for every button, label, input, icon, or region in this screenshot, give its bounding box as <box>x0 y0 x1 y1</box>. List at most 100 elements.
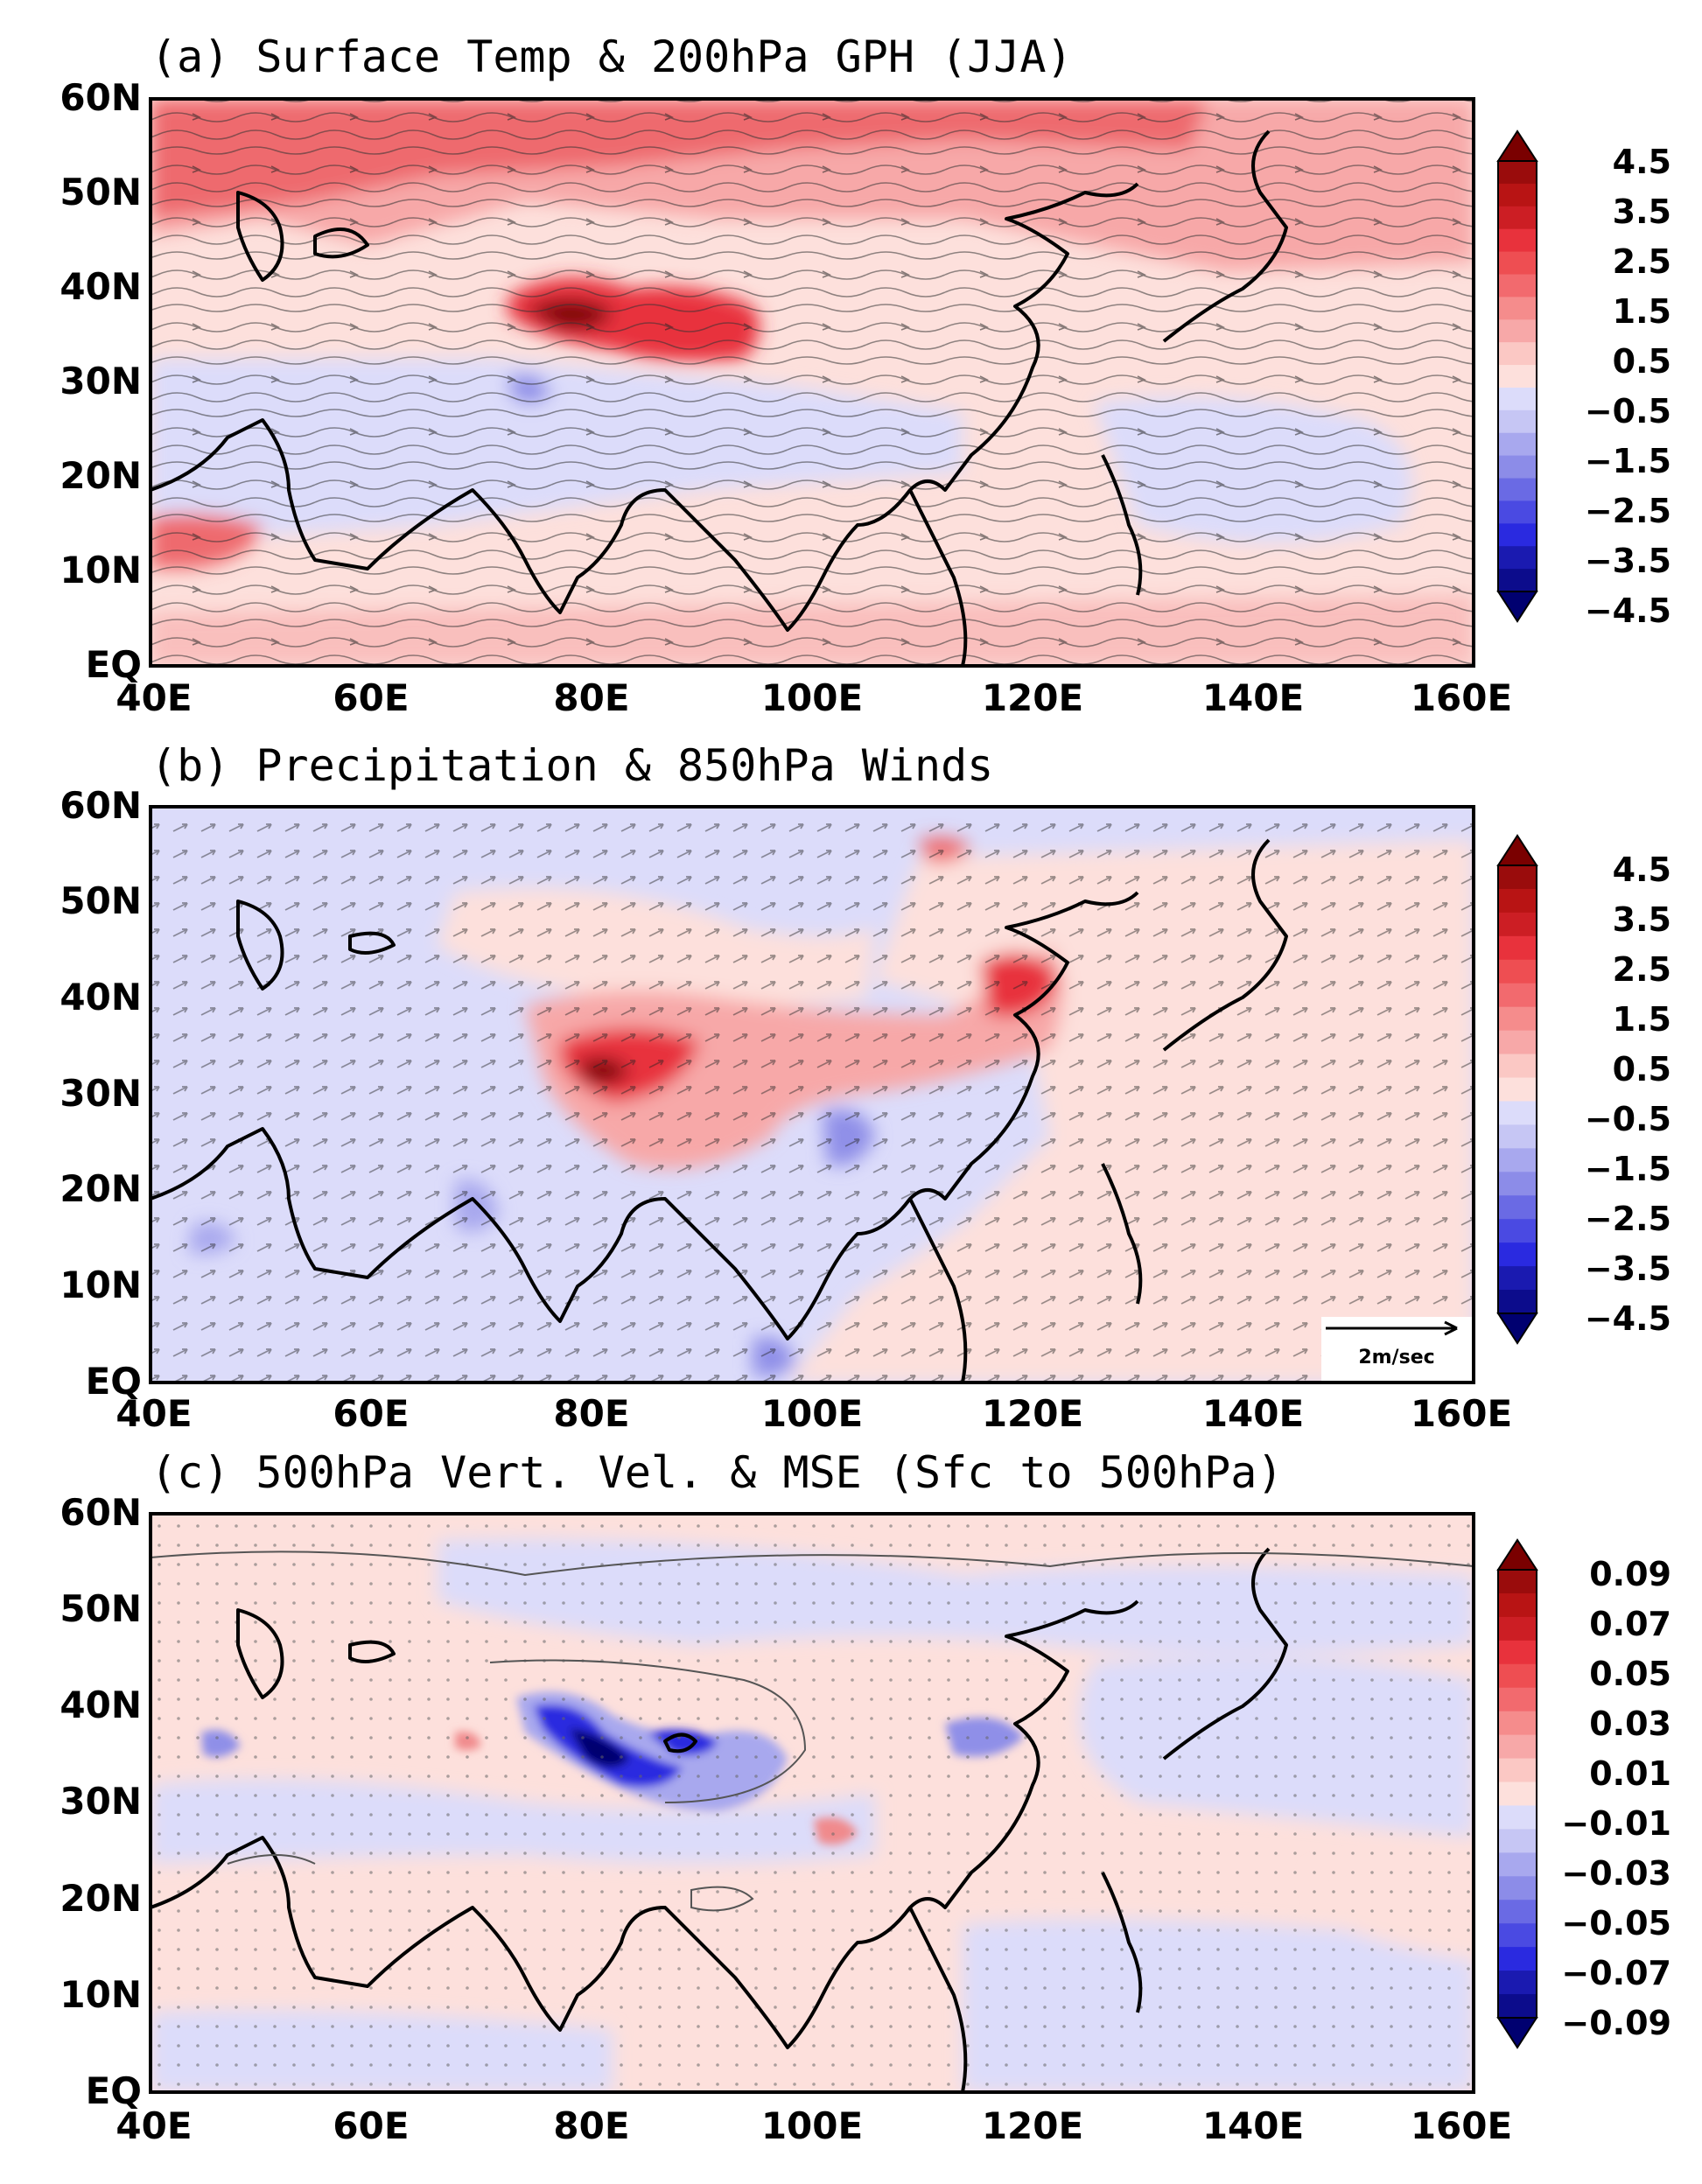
colorbar-swatch <box>1498 161 1537 185</box>
x-tick: 140E <box>1202 1392 1304 1435</box>
colorbar-labels: 4.5 3.5 2.5 1.5 0.5 −0.5 −1.5 −2.5 −3.5 … <box>1585 850 1671 1338</box>
colorbar-swatch <box>1498 1663 1537 1689</box>
colorbar-label: 0.01 <box>1589 1754 1671 1793</box>
colorbar-swatch <box>1498 1172 1537 1196</box>
colorbar-top-cap <box>1496 834 1538 866</box>
colorbar: 4.5 3.5 2.5 1.5 0.5 −0.5 −1.5 −2.5 −3.5 … <box>1496 834 1671 1345</box>
colorbar-swatch <box>1498 319 1537 343</box>
colorbar-swatch <box>1498 1758 1537 1783</box>
colorbar-frame <box>1497 160 1537 592</box>
colorbar-swatch <box>1498 569 1537 592</box>
colorbar-top-cap <box>1496 1538 1538 1571</box>
colorbar-swatch <box>1498 959 1537 984</box>
colorbar-swatch <box>1498 1900 1537 1924</box>
x-tick: 40E <box>116 2104 192 2147</box>
y-tick: 20N <box>60 1167 142 1210</box>
colorbar-swatch <box>1498 297 1537 320</box>
colorbar-swatch <box>1498 432 1537 457</box>
colorbar-swatch <box>1498 1006 1537 1032</box>
colorbar-bottom-cap <box>1496 1312 1538 1345</box>
colorbar-label: −3.5 <box>1585 1250 1671 1288</box>
colorbar-swatch <box>1498 1805 1537 1830</box>
colorbar-swatch <box>1498 1124 1537 1149</box>
colorbar-label: 4.5 <box>1613 850 1671 889</box>
colorbar: 4.5 3.5 2.5 1.5 0.5 −0.5 −1.5 −2.5 −3.5 … <box>1496 130 1671 630</box>
x-tick: 100E <box>761 2104 863 2147</box>
x-tick: 80E <box>553 676 629 719</box>
x-axis-ticks: 40E 60E 80E 100E 120E 140E 160E <box>116 2104 1512 2147</box>
colorbar-swatch <box>1498 1195 1537 1220</box>
colorbar-swatch <box>1498 1687 1537 1712</box>
colorbar: 0.09 0.07 0.05 0.03 0.01 −0.01 −0.03 −0.… <box>1496 1538 1671 2049</box>
y-tick: 60N <box>60 784 142 827</box>
colorbar-labels: 0.09 0.07 0.05 0.03 0.01 −0.01 −0.03 −0.… <box>1561 1555 1671 2042</box>
x-tick: 120E <box>982 2104 1083 2147</box>
colorbar-swatch <box>1498 1616 1537 1642</box>
x-tick: 120E <box>982 676 1083 719</box>
colorbar-swatch <box>1498 983 1537 1008</box>
colorbar-label: 0.09 <box>1589 1555 1671 1593</box>
colorbar-bottom-cap <box>1496 591 1538 623</box>
colorbar-swatch <box>1498 1829 1537 1853</box>
colorbar-swatch <box>1498 206 1537 230</box>
y-tick: EQ <box>86 1360 142 1403</box>
x-tick: 80E <box>553 1392 629 1435</box>
colorbar-label: −1.5 <box>1585 1150 1671 1188</box>
x-tick: 160E <box>1411 2104 1512 2147</box>
colorbar-swatch <box>1498 410 1537 434</box>
y-tick: EQ <box>86 643 142 686</box>
colorbar-label: 2.5 <box>1613 950 1671 989</box>
colorbar-label: 1.5 <box>1613 1000 1671 1039</box>
colorbar-swatch <box>1498 1592 1537 1618</box>
x-axis-ticks: 40E 60E 80E 100E 120E 140E 160E <box>116 1392 1512 1435</box>
colorbar-swatch <box>1498 455 1537 480</box>
colorbar-frame <box>1497 864 1537 1314</box>
y-tick: 10N <box>60 1973 142 2016</box>
colorbar-swatch <box>1498 1148 1537 1172</box>
colorbar-swatch <box>1498 523 1537 547</box>
colorbar-label: −1.5 <box>1585 442 1671 480</box>
panel-title: (b) Precipitation & 850hPa Winds <box>151 740 993 791</box>
colorbar-label: −0.03 <box>1561 1854 1671 1893</box>
colorbar-label: −0.01 <box>1561 1804 1671 1843</box>
colorbar-swatch <box>1498 1782 1537 1806</box>
y-tick: 50N <box>60 879 142 922</box>
colorbar-swatch <box>1498 1923 1537 1948</box>
colorbar-swatch <box>1498 1711 1537 1736</box>
map-frame <box>149 97 1475 668</box>
y-axis-ticks: 60N 50N 40N 30N 20N 10N EQ <box>60 76 142 686</box>
colorbar-swatch <box>1498 1970 1537 1995</box>
colorbar-swatch <box>1498 1266 1537 1291</box>
y-tick: 40N <box>60 976 142 1018</box>
colorbar-swatch <box>1498 387 1537 411</box>
x-tick: 160E <box>1411 1392 1512 1435</box>
colorbar-label: −0.07 <box>1561 1954 1671 1992</box>
colorbar-label: 0.03 <box>1589 1704 1671 1743</box>
colorbar-swatch <box>1498 912 1537 937</box>
x-tick: 40E <box>116 676 192 719</box>
colorbar-labels: 4.5 3.5 2.5 1.5 0.5 −0.5 −1.5 −2.5 −3.5 … <box>1585 143 1671 630</box>
colorbar-swatch <box>1498 1876 1537 1900</box>
colorbar-label: 0.05 <box>1589 1655 1671 1693</box>
map-field <box>151 1514 1474 2092</box>
colorbar-swatch <box>1498 546 1537 570</box>
y-axis-ticks: 60N 50N 40N 30N 20N 10N EQ <box>60 1491 142 2112</box>
x-tick: 120E <box>982 1392 1083 1435</box>
colorbar-swatch <box>1498 500 1537 524</box>
x-axis-ticks: 40E 60E 80E 100E 120E 140E 160E <box>116 676 1512 719</box>
colorbar-label: 1.5 <box>1613 292 1671 331</box>
colorbar-swatch <box>1498 478 1537 501</box>
colorbar-label: 3.5 <box>1613 900 1671 939</box>
colorbar-swatch <box>1498 1570 1537 1594</box>
colorbar-swatch <box>1498 228 1537 253</box>
y-tick: 30N <box>60 1780 142 1823</box>
reference-vector-label: 2m/sec <box>1358 1347 1434 1368</box>
map-frame <box>149 1512 1475 2094</box>
colorbar-swatch <box>1498 1290 1537 1314</box>
y-tick: 30N <box>60 360 142 402</box>
colorbar-swatch <box>1498 1994 1537 2019</box>
colorbar-swatch <box>1498 1734 1537 1760</box>
panel-a: (a) Surface Temp & 200hPa GPH (JJA) <box>60 32 1671 719</box>
colorbar-swatch <box>1498 365 1537 388</box>
